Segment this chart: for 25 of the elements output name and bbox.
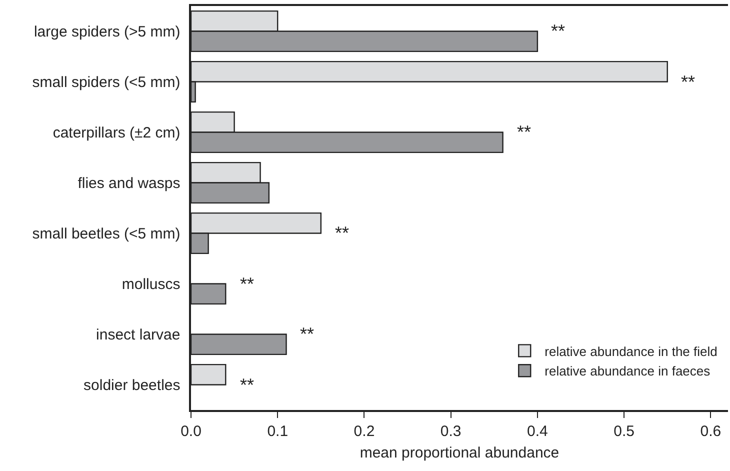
- annotation: **: [240, 274, 254, 294]
- y-tick-label: small spiders (<5 mm): [32, 74, 180, 91]
- x-axis-title: mean proportional abundance: [360, 444, 560, 462]
- x-tick-label: 0.2: [354, 422, 375, 440]
- annotation: **: [335, 223, 350, 243]
- annotation: **: [240, 375, 254, 395]
- y-tick-label: large spiders (>5 mm): [34, 24, 180, 40]
- y-tick-label: caterpillars (±2 cm): [52, 124, 180, 142]
- y-tick-label: soldier beetles: [84, 377, 180, 394]
- legend-label: relative abundance in faeces: [544, 364, 711, 379]
- x-tick-label: 0.0: [180, 422, 202, 440]
- x-tick-label: 0.1: [267, 422, 288, 440]
- y-tick-label: flies and wasps: [78, 175, 180, 192]
- legend-label: relative abundance in the field: [544, 344, 718, 359]
- y-tick-label: insect larvae: [96, 326, 180, 344]
- x-tick-label: 0.6: [700, 422, 722, 440]
- y-tick-label: molluscs: [122, 276, 180, 293]
- annotation: **: [681, 72, 696, 92]
- annotation: **: [517, 122, 532, 142]
- annotation: **: [551, 21, 566, 41]
- y-tick-label: small beetles (<5 mm): [32, 226, 180, 242]
- x-tick-label: 0.5: [614, 422, 634, 440]
- x-tick-label: 0.4: [527, 422, 548, 440]
- annotation: **: [300, 324, 314, 344]
- x-tick-label: 0.3: [440, 422, 462, 440]
